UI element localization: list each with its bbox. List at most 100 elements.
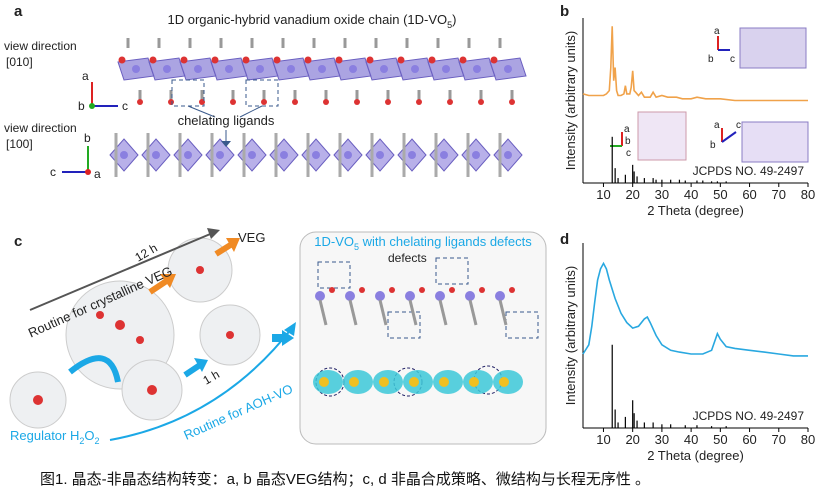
atom (449, 287, 455, 293)
bond (438, 299, 448, 326)
atom (354, 99, 360, 105)
x-tick-label: 60 (742, 187, 756, 202)
molecule (96, 311, 104, 319)
bond (378, 299, 388, 326)
atom (479, 287, 485, 293)
axis-letter: b (710, 140, 716, 151)
atom (409, 377, 419, 387)
atom (440, 151, 448, 159)
defects-label: defects (388, 251, 427, 265)
reference-label: JCPDS NO. 49-2497 (693, 164, 805, 178)
axis-letter: a (714, 26, 720, 37)
atom (504, 65, 512, 73)
x-tick-label: 50 (713, 432, 727, 447)
atom (168, 99, 174, 105)
annotation: chelating ligands (178, 113, 275, 128)
atom (248, 151, 256, 159)
bond (468, 299, 478, 326)
title-end: ) (452, 12, 456, 27)
product-label: VEG (238, 230, 265, 245)
bond (318, 299, 328, 326)
axis-letter: c (626, 148, 631, 159)
atom (469, 377, 479, 387)
molecule (33, 395, 43, 405)
route-label: Routine for AOH-VO (181, 381, 295, 443)
time-label: 1 h (201, 367, 222, 387)
molecule (147, 385, 157, 395)
caption: 图1. 晶态-非晶态结构转变：a, b 晶态VEG结构；c, d 非晶合成策略、… (40, 471, 650, 488)
box-title-end: with chelating ligands defects (359, 234, 532, 249)
x-tick-label: 70 (772, 432, 786, 447)
atom (442, 65, 450, 73)
atom (318, 65, 326, 73)
atom (345, 291, 355, 301)
atom (120, 151, 128, 159)
atom (242, 56, 250, 64)
y-axis-label: Intensity (arbitrary units) (563, 31, 578, 170)
atom (118, 56, 126, 64)
atom (379, 377, 389, 387)
atom (349, 377, 359, 387)
inset-structure (637, 111, 687, 161)
x-tick-label: 50 (713, 187, 727, 202)
atom (319, 377, 329, 387)
atom (472, 151, 480, 159)
atom (323, 99, 329, 105)
atom (473, 65, 481, 73)
atom (273, 56, 281, 64)
x-tick-label: 80 (801, 187, 815, 202)
atom (428, 56, 436, 64)
atom (439, 377, 449, 387)
panel-label: b (560, 3, 569, 20)
atom (335, 56, 343, 64)
atom (499, 377, 509, 387)
data-line (582, 261, 808, 357)
x-tick-label: 70 (772, 187, 786, 202)
atom (385, 99, 391, 105)
atom (504, 151, 512, 159)
atom (194, 65, 202, 73)
atom (349, 65, 357, 73)
atom (280, 151, 288, 159)
view-label: view direction (4, 39, 77, 53)
regulator-text: O (84, 428, 94, 443)
atom (256, 65, 264, 73)
atom (261, 99, 267, 105)
atom (216, 151, 224, 159)
molecule (226, 331, 234, 339)
atom (459, 56, 467, 64)
atom (465, 291, 475, 301)
atom (225, 65, 233, 73)
atom (509, 99, 515, 105)
atom (447, 99, 453, 105)
atom (419, 287, 425, 293)
atom (312, 151, 320, 159)
atom (184, 151, 192, 159)
structure-drawing (109, 38, 527, 177)
axes-indicator: a b c a b c a b c (610, 26, 741, 159)
atom (411, 65, 419, 73)
inset-structure (741, 121, 809, 163)
molecule (136, 336, 144, 344)
reference-label: JCPDS NO. 49-2497 (693, 409, 805, 423)
molecule (196, 266, 204, 274)
atom (375, 291, 385, 301)
pointer (187, 105, 263, 118)
x-tick-label: 60 (742, 432, 756, 447)
atom (287, 65, 295, 73)
panel-label: d (560, 231, 569, 248)
x-tick-label: 10 (596, 187, 610, 202)
axis-letter: a (624, 124, 630, 135)
x-tick-label: 30 (655, 432, 669, 447)
atom (509, 287, 515, 293)
axis-letter: c (50, 165, 56, 179)
atom (152, 151, 160, 159)
regulator-sub: 2 (95, 436, 100, 446)
scheme (33, 266, 523, 405)
atom (292, 99, 298, 105)
atom (397, 56, 405, 64)
atom (408, 151, 416, 159)
title-text: 1D organic-hybrid vanadium oxide chain (… (168, 12, 448, 27)
box-title: 1D-VO5 with chelating ligands defects (314, 234, 532, 252)
